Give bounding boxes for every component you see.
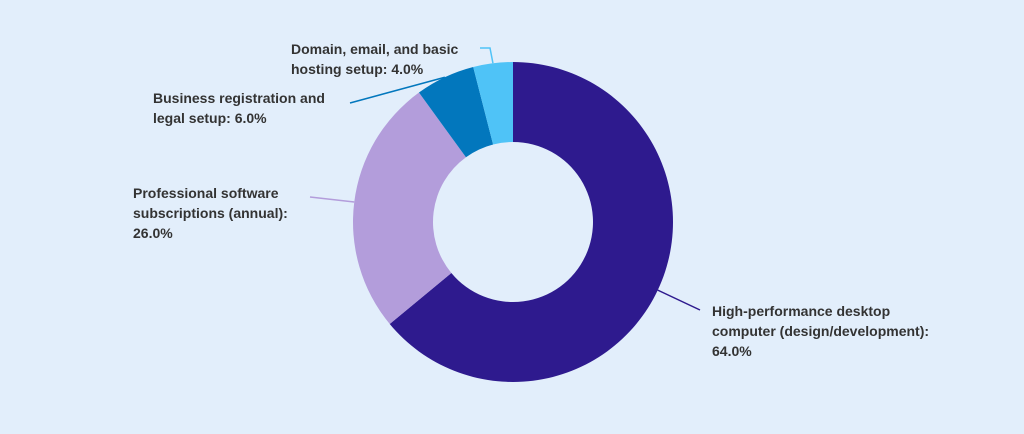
value-label: 6.0% <box>234 110 267 126</box>
leader-line <box>309 196 355 203</box>
donut-slice <box>473 62 513 145</box>
leader-line <box>480 47 494 64</box>
leader-line <box>657 289 701 311</box>
slice-label: Domain, email, and basic hosting setup: … <box>291 41 459 77</box>
value-label: 4.0% <box>391 61 424 77</box>
slice-label: High-performance desktop computer (desig… <box>712 303 930 359</box>
slice-label: Business registration and legal setup: 6… <box>153 90 325 126</box>
donut-slice <box>418 67 494 158</box>
category-label: High-performance desktop computer (desig… <box>712 303 925 339</box>
value-label: 26.0% <box>133 225 173 241</box>
slice-label: Professional software subscriptions (ann… <box>133 185 288 241</box>
value-label: 64.0% <box>712 343 752 359</box>
donut-slice <box>389 62 673 383</box>
category-label: Professional software subscriptions (ann… <box>133 185 284 221</box>
category-label: Business registration and legal setup <box>153 90 325 126</box>
category-label: Domain, email, and basic hosting setup <box>291 41 459 77</box>
leader-line <box>349 76 446 104</box>
donut-slice <box>353 92 466 324</box>
